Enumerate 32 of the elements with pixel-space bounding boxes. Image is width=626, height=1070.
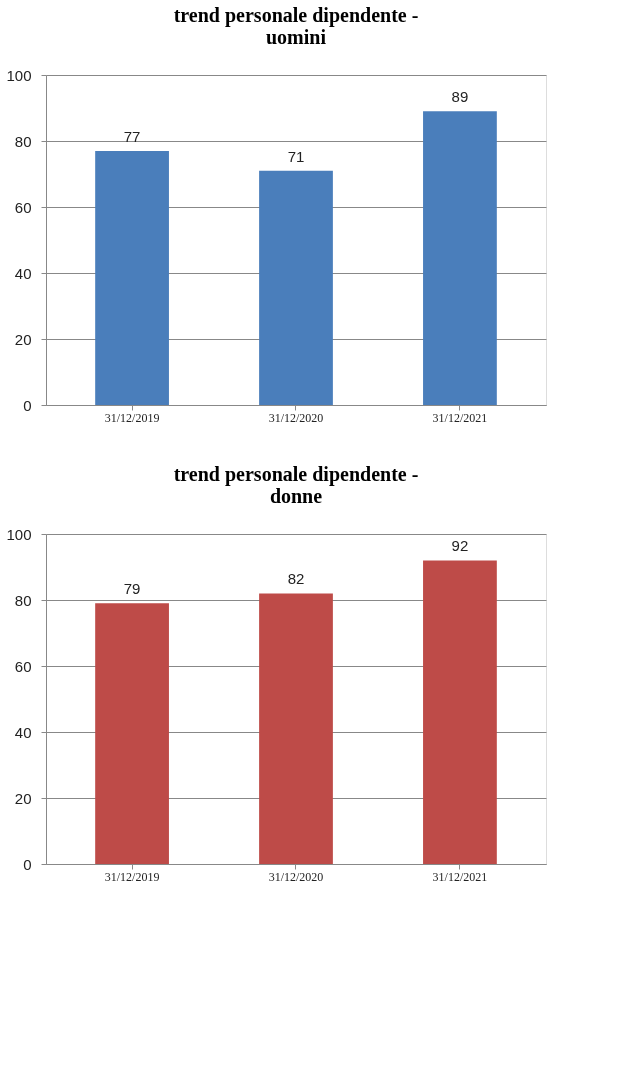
bar <box>259 593 333 864</box>
y-tick-label: 0 <box>23 855 32 873</box>
chart-title: trend personale dipendente - uomini <box>173 4 419 48</box>
y-tick-label: 20 <box>14 789 32 807</box>
chart-title: trend personale dipendente - donne <box>173 463 419 507</box>
x-tick-label: 31/12/2019 <box>104 410 160 425</box>
x-tick-label: 31/12/2021 <box>432 869 488 884</box>
y-tick-label: 40 <box>14 264 32 282</box>
y-tick-label: 20 <box>14 330 32 348</box>
y-tick-label: 40 <box>14 723 32 741</box>
y-tick-label: 60 <box>14 198 32 216</box>
data-label: 71 <box>287 147 305 165</box>
data-label: 92 <box>451 537 469 555</box>
y-tick-label: 80 <box>14 132 32 150</box>
data-label: 77 <box>123 127 141 145</box>
y-tick-label: 100 <box>6 525 32 543</box>
y-tick-label: 80 <box>14 591 32 609</box>
bar <box>95 603 169 864</box>
data-label: 79 <box>123 580 141 598</box>
y-tick-label: 60 <box>14 657 32 675</box>
x-tick-label: 31/12/2019 <box>104 869 160 884</box>
bar <box>423 560 497 864</box>
bar <box>95 150 169 405</box>
bar <box>423 111 497 405</box>
y-tick-label: 0 <box>23 396 32 414</box>
bar <box>259 170 333 405</box>
data-label: 82 <box>287 570 305 588</box>
x-tick-label: 31/12/2020 <box>268 410 324 425</box>
y-tick-label: 100 <box>6 66 32 84</box>
data-label: 89 <box>451 88 469 106</box>
x-tick-label: 31/12/2020 <box>268 869 324 884</box>
x-tick-label: 31/12/2021 <box>432 410 488 425</box>
